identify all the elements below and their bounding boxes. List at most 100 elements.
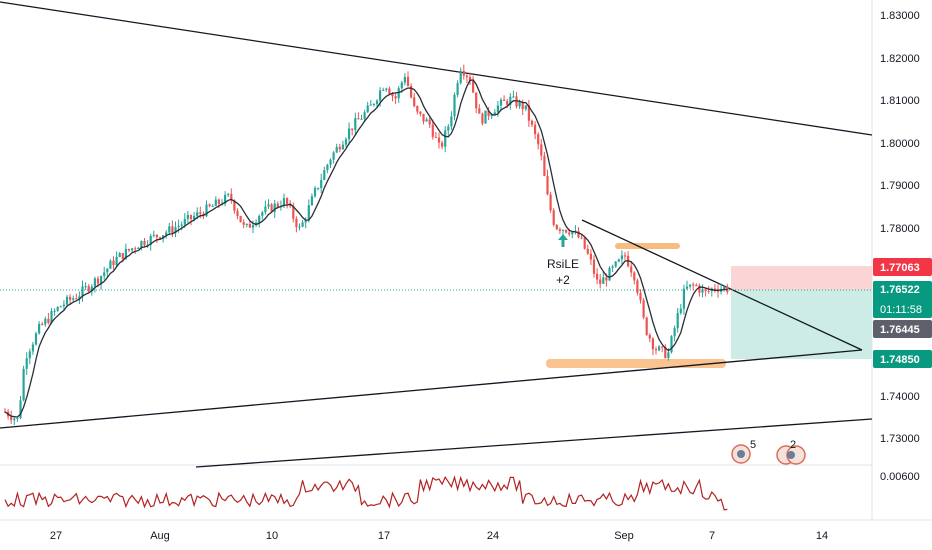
candle-body	[289, 203, 292, 207]
candle-body	[372, 103, 375, 105]
candle-body	[344, 139, 348, 145]
candle-body	[667, 352, 670, 358]
candle-body	[59, 306, 62, 308]
candle-body	[78, 296, 81, 299]
stop-label-text: 1.74850	[880, 354, 920, 366]
candle-body	[413, 97, 416, 107]
candle-body	[406, 76, 410, 86]
candle-body	[506, 100, 509, 105]
x-tick: 27	[50, 530, 62, 542]
candle-body	[224, 194, 227, 204]
candle-body	[335, 146, 338, 153]
candle-body	[366, 105, 369, 113]
candle-body	[400, 82, 403, 89]
channel-line[interactable]	[195, 418, 873, 468]
upper-trend-line[interactable]	[0, 1, 873, 136]
resistance-zone[interactable]	[615, 243, 680, 249]
candle-body	[199, 212, 202, 214]
candle-body	[50, 311, 53, 323]
target-zone[interactable]	[731, 266, 872, 290]
candle-body	[490, 114, 493, 117]
candle-body	[313, 188, 317, 197]
candle-body	[115, 256, 118, 266]
candle-body	[100, 276, 103, 284]
last-label-box	[873, 281, 932, 318]
candle-body	[651, 338, 654, 350]
y-tick: 1.82000	[880, 53, 920, 65]
candle-body	[273, 203, 276, 212]
x-tick: 17	[378, 530, 390, 542]
candle-body	[468, 77, 472, 82]
x-tick: 14	[816, 530, 828, 542]
candle-body	[93, 278, 96, 287]
price-label-target: 1.77063	[873, 258, 932, 276]
candle-body	[416, 106, 419, 112]
candle-body	[16, 418, 19, 420]
support-zone[interactable]	[546, 359, 726, 368]
candle-body	[605, 277, 608, 281]
candle-body	[478, 108, 481, 114]
candle-body	[137, 247, 140, 249]
candle-body	[540, 144, 543, 156]
y-tick: 1.80000	[880, 138, 920, 150]
candle-body	[69, 296, 72, 300]
candle-body	[422, 113, 425, 122]
candle-body	[121, 253, 124, 259]
time-axis[interactable]: 27 Aug 10 17 24 Sep 7 14	[50, 530, 828, 542]
candle-body	[62, 304, 65, 307]
candle-body	[561, 229, 565, 231]
candle-body	[211, 205, 214, 207]
candle-body	[56, 306, 59, 311]
candle-body	[636, 280, 639, 293]
wedge-line[interactable]	[581, 219, 863, 351]
lower-trend-line[interactable]	[0, 349, 863, 429]
candle-body	[472, 81, 475, 93]
candle-body	[437, 137, 441, 143]
candle-body	[410, 85, 413, 98]
candle-body	[425, 119, 428, 122]
event-badge-2[interactable]: 2	[776, 439, 806, 465]
stop-zone[interactable]	[731, 290, 872, 359]
candle-body	[654, 349, 658, 351]
arrow-up-icon	[558, 234, 568, 247]
x-tick: Sep	[614, 530, 634, 542]
signal-marker[interactable]: RsiLE +2	[547, 234, 579, 287]
indicator-line	[4, 475, 728, 511]
candle-body	[103, 272, 106, 277]
candle-body	[453, 94, 456, 117]
candle-body	[236, 210, 239, 216]
candle-body	[630, 266, 633, 273]
candle-body	[174, 227, 177, 233]
last-label-text: 1.76522	[880, 284, 920, 296]
event-count: 2	[790, 439, 796, 451]
candle-body	[47, 318, 50, 323]
candle-body	[583, 237, 586, 249]
candle-body	[685, 286, 689, 289]
candle-body	[217, 199, 220, 204]
secondary-label-text: 1.76445	[880, 324, 920, 336]
candle-body	[267, 204, 270, 207]
candle-body	[131, 248, 134, 251]
target-label-box	[873, 258, 932, 276]
candle-body	[465, 75, 468, 78]
price-axis[interactable]: 1.83000 1.82000 1.81000 1.80000 1.79000 …	[880, 10, 920, 483]
candle-body	[245, 223, 248, 225]
event-badge-1[interactable]: 5	[731, 439, 756, 464]
candle-body	[31, 344, 34, 352]
price-label-stop: 1.74850	[873, 350, 932, 368]
candle-body	[509, 96, 512, 105]
price-label-secondary: 1.76445	[873, 320, 932, 338]
candle-body	[642, 300, 645, 318]
candle-body	[65, 296, 69, 305]
candle-body	[112, 260, 115, 266]
candle-body	[242, 222, 245, 225]
candle-body	[338, 146, 341, 150]
candle-body	[90, 286, 93, 292]
candle-body	[444, 130, 447, 147]
candle-body	[341, 144, 344, 150]
candle-body	[496, 105, 499, 113]
candle-body	[286, 198, 289, 204]
candle-body	[310, 196, 313, 206]
candle-body	[456, 83, 459, 95]
